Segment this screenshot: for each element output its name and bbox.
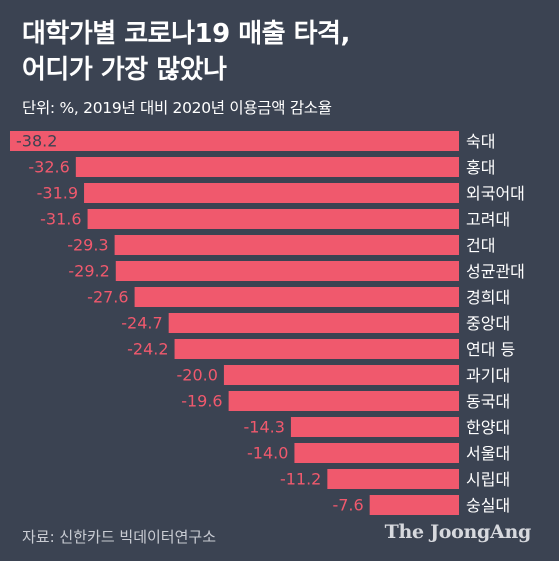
bar-5 xyxy=(115,261,459,281)
value-label-6: -27.6 xyxy=(87,288,128,307)
category-label-0: 숙대 xyxy=(466,132,495,151)
title-line-1: 대학가별 코로나19 매출 타격, xyxy=(22,19,350,49)
brand-logo: The JoongAng xyxy=(384,521,532,543)
value-label-2: -31.9 xyxy=(37,184,78,203)
category-label-10: 동국대 xyxy=(466,392,510,411)
bar-8 xyxy=(174,339,459,359)
category-label-1: 홍대 xyxy=(466,158,495,177)
bar-3 xyxy=(87,209,459,229)
bar-14 xyxy=(369,495,459,515)
category-label-2: 외국어대 xyxy=(466,184,525,203)
bar-2 xyxy=(84,183,459,203)
bar-13 xyxy=(327,469,459,489)
chart-subtitle: 단위: %, 2019년 대비 2020년 이용금액 감소율 xyxy=(22,99,332,117)
category-label-4: 건대 xyxy=(466,236,495,255)
value-label-7: -24.7 xyxy=(121,314,162,333)
value-label-0: -38.2 xyxy=(16,132,57,151)
value-label-11: -14.3 xyxy=(244,418,285,437)
value-label-13: -11.2 xyxy=(280,470,321,489)
value-label-10: -19.6 xyxy=(181,392,222,411)
value-label-5: -29.2 xyxy=(68,262,109,281)
value-label-1: -32.6 xyxy=(28,158,69,177)
category-label-6: 경희대 xyxy=(466,288,510,307)
chart-title: 대학가별 코로나19 매출 타격, 어디가 가장 많았나 xyxy=(22,16,350,88)
bar-6 xyxy=(134,287,460,307)
value-label-3: -31.6 xyxy=(40,210,81,229)
category-label-5: 성균관대 xyxy=(466,262,525,281)
value-label-4: -29.3 xyxy=(67,236,108,255)
bar-9 xyxy=(223,365,459,385)
source-note: 자료: 신한카드 빅데이터연구소 xyxy=(22,528,216,546)
category-label-8: 연대 등 xyxy=(466,340,515,359)
value-label-9: -20.0 xyxy=(177,366,218,385)
bar-1 xyxy=(75,157,459,177)
bar-7 xyxy=(168,313,459,333)
value-label-8: -24.2 xyxy=(127,340,168,359)
bar-4 xyxy=(114,235,459,255)
category-label-13: 시립대 xyxy=(466,470,510,489)
bar-11 xyxy=(290,417,459,437)
category-label-14: 숭실대 xyxy=(466,496,510,515)
value-label-14: -7.6 xyxy=(332,496,363,515)
category-label-7: 중앙대 xyxy=(466,314,510,333)
title-line-2: 어디가 가장 많았나 xyxy=(22,55,227,85)
bar-10 xyxy=(228,391,459,411)
category-label-12: 서울대 xyxy=(466,444,510,463)
category-label-9: 과기대 xyxy=(466,366,510,385)
category-label-11: 한양대 xyxy=(466,418,510,437)
bar-12 xyxy=(294,443,459,463)
value-label-12: -14.0 xyxy=(247,444,288,463)
category-label-3: 고려대 xyxy=(466,210,510,229)
bar-0 xyxy=(10,131,459,151)
